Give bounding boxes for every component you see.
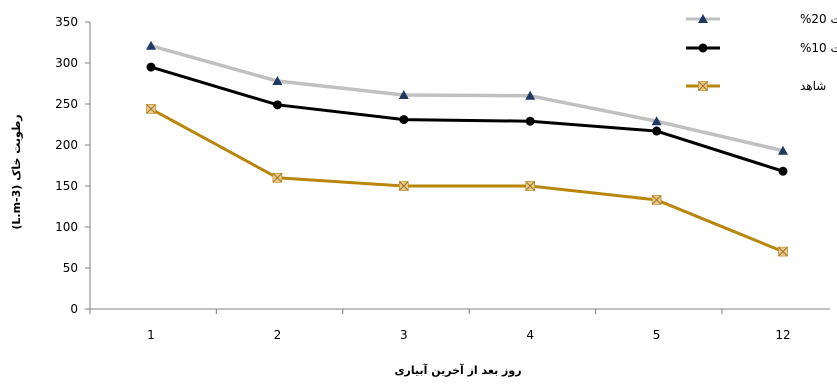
legend-label: شاهد	[800, 79, 826, 93]
y-tick-label: 350	[55, 15, 78, 29]
y-tick-label: 300	[55, 56, 78, 70]
series-1	[146, 62, 788, 176]
y-axis-title: (L.m-3) رطوبت خاک	[10, 114, 23, 229]
data-point	[398, 181, 409, 191]
data-point	[651, 116, 662, 126]
y-tick-label: 0	[70, 302, 78, 316]
x-square-cross	[272, 172, 283, 183]
y-tick-label: 150	[55, 179, 78, 193]
x-tick-label: 5	[653, 328, 661, 342]
x-square-cross	[398, 181, 409, 191]
x-square-cross	[651, 195, 662, 205]
y-tick-label: 100	[55, 220, 78, 234]
data-point	[651, 195, 662, 205]
data-point	[272, 100, 282, 110]
series-0	[146, 40, 788, 155]
x-tick-label: 4	[526, 328, 534, 342]
x-tick-label: 2	[274, 328, 282, 342]
data-point	[525, 90, 536, 100]
series-line	[150, 65, 784, 173]
legend-label: زئولیت 20%	[800, 12, 837, 27]
data-point	[399, 115, 409, 125]
series-2	[146, 104, 788, 257]
x-square-cross	[146, 104, 156, 114]
data-point	[778, 166, 788, 176]
legend-marker	[698, 43, 708, 53]
data-point	[398, 89, 409, 99]
data-point	[272, 76, 283, 86]
series-layer	[146, 40, 788, 257]
legend-label: زئولیت 10%	[800, 41, 837, 56]
x-tick-label: 3	[400, 328, 408, 342]
y-tick-label: 250	[55, 97, 78, 111]
y-tick-labels: 0 50 100 150 200 250 300 350	[55, 15, 78, 316]
x-square-cross	[525, 181, 536, 191]
x-tick-labels: 1 2 3 4 5 12	[147, 328, 790, 342]
data-point	[778, 145, 788, 155]
x-square-cross	[698, 81, 708, 91]
y-tick-label: 50	[63, 261, 78, 275]
data-point	[146, 104, 156, 114]
series-line	[150, 44, 784, 153]
series-line	[150, 107, 784, 253]
y-tick-label: 200	[55, 138, 78, 152]
x-square-cross	[778, 246, 788, 257]
x-tick-label: 12	[775, 328, 790, 342]
data-point	[525, 116, 535, 126]
legend-marker	[698, 14, 708, 23]
data-point	[272, 172, 283, 183]
data-point	[525, 181, 536, 191]
data-point	[146, 40, 156, 50]
legend: زئولیت 20% زئولیت 10% شاهد	[686, 12, 837, 93]
data-point	[146, 62, 156, 72]
axes	[85, 21, 830, 314]
data-point	[652, 126, 662, 136]
x-axis-title: روز بعد از آخرین آبیاری	[394, 363, 521, 377]
data-point	[778, 246, 788, 257]
legend-marker	[698, 81, 708, 91]
x-tick-label: 1	[147, 328, 155, 342]
